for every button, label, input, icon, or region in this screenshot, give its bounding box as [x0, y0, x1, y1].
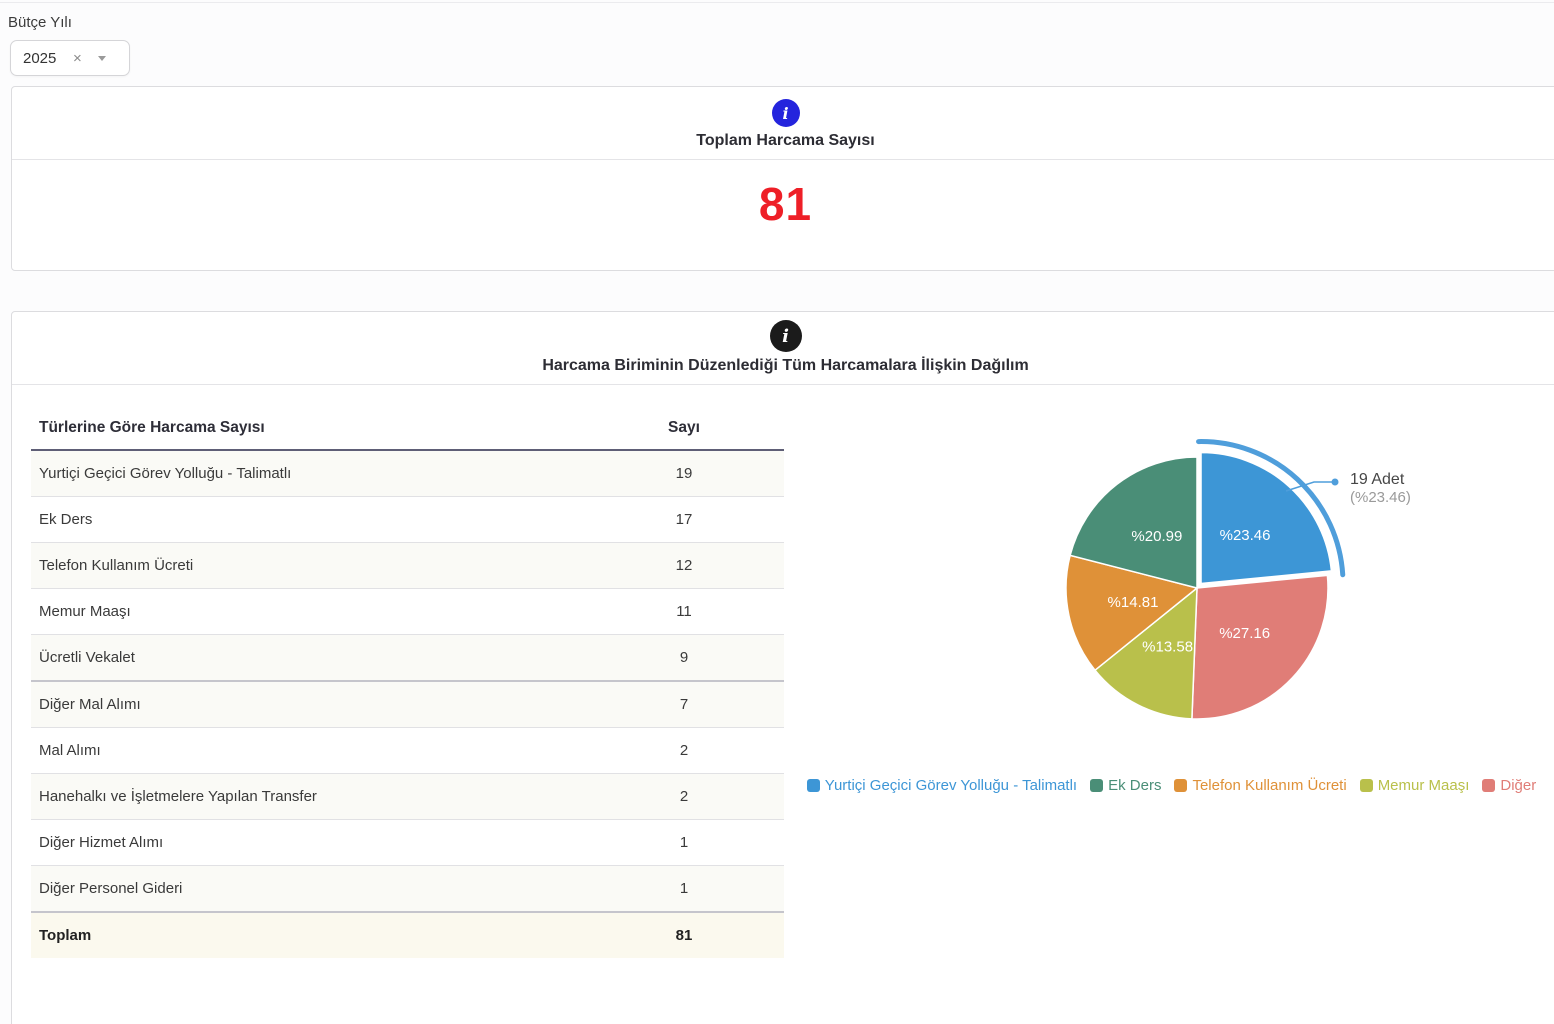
- row-label: Ek Ders: [39, 511, 93, 528]
- callout-dot-icon: [1331, 478, 1339, 486]
- distribution-card: i Harcama Biriminin Düzenlediği Tüm Harc…: [11, 311, 1554, 1024]
- legend-item[interactable]: Ek Ders: [1090, 777, 1161, 794]
- table-row: Yurtiçi Geçici Görev Yolluğu - Talimatlı…: [31, 450, 784, 497]
- row-value: 19: [675, 465, 693, 482]
- table-row: Ücretli Vekalet 9: [31, 634, 784, 681]
- legend-label: Memur Maaşı: [1377, 777, 1470, 794]
- chart-legend: Yurtiçi Geçici Görev Yolluğu - Talimatlı…: [784, 777, 1554, 794]
- summary-info-icon[interactable]: i: [771, 99, 800, 127]
- chevron-down-icon[interactable]: [97, 55, 106, 61]
- legend-swatch-icon: [1090, 779, 1104, 792]
- budget-year-label: Bütçe Yılı: [8, 14, 72, 31]
- budget-year-filter: Bütçe Yılı 2025 ×: [0, 3, 1554, 76]
- pie-slice-label: %20.99: [1131, 528, 1182, 545]
- legend-item[interactable]: Diğer: [1482, 777, 1536, 794]
- pie-slice-label: %14.81: [1108, 594, 1159, 611]
- total-label: Toplam: [31, 912, 584, 958]
- pie-slice-label: %13.58: [1142, 639, 1193, 656]
- row-label: Memur Maaşı: [39, 603, 131, 620]
- pie-chart: %23.46 %27.16 %13.58 %14.81 %20.99 19 Adet(%2…: [1065, 439, 1411, 720]
- table-row: Memur Maaşı 11: [31, 589, 784, 635]
- legend-swatch-icon: [1174, 779, 1188, 792]
- callout-line: [1285, 481, 1335, 492]
- legend-item[interactable]: Telefon Kullanım Ücreti: [1174, 777, 1347, 794]
- table-row: Diğer Hizmet Alımı 1: [31, 820, 784, 866]
- budget-year-select[interactable]: 2025 ×: [10, 40, 130, 76]
- legend-swatch-icon: [1482, 779, 1496, 792]
- row-value: 11: [676, 603, 692, 620]
- legend-label: Diğer: [1500, 777, 1537, 794]
- pie-slice-label: %23.46: [1220, 527, 1271, 544]
- distribution-info-icon[interactable]: i: [769, 320, 802, 352]
- row-label: Ücretli Vekalet: [39, 649, 135, 666]
- summary-card: i Toplam Harcama Sayısı 81: [11, 86, 1554, 271]
- distribution-card-title: Harcama Biriminin Düzenlediği Tüm Harcam…: [542, 357, 1029, 374]
- callout-percent: (%23.46): [1350, 489, 1411, 506]
- legend-swatch-icon: [1359, 779, 1373, 792]
- row-label: Diğer Personel Gideri: [39, 880, 183, 897]
- expense-type-table-wrap: Türlerine Göre Harcama Sayısı Sayı Yurti…: [12, 385, 784, 958]
- row-value: 9: [679, 649, 689, 666]
- row-value: 12: [675, 557, 693, 574]
- legend-label: Ek Ders: [1108, 777, 1162, 794]
- pie-highlight-arc: [1196, 439, 1346, 578]
- column-header-count: Sayı: [584, 409, 784, 451]
- row-value: 2: [679, 742, 689, 759]
- pie-slice[interactable]: [1093, 586, 1198, 720]
- table-row: Hanehalkı ve İşletmelere Yapılan Transfe…: [31, 773, 784, 820]
- distribution-card-body: Türlerine Göre Harcama Sayısı Sayı Yurti…: [12, 385, 1554, 958]
- expense-type-table: Türlerine Göre Harcama Sayısı Sayı Yurti…: [31, 409, 784, 958]
- page-top-divider: [0, 0, 1554, 3]
- callout-value: 19 Adet: [1350, 471, 1405, 488]
- row-label: Yurtiçi Geçici Görev Yolluğu - Talimatlı: [39, 465, 292, 482]
- table-row: Diğer Personel Gideri 1: [31, 865, 784, 912]
- summary-value: 81: [758, 178, 813, 230]
- table-total-row: Toplam 81: [31, 912, 784, 958]
- row-label: Diğer Mal Alımı: [39, 696, 141, 713]
- row-value: 1: [679, 834, 689, 851]
- row-label: Diğer Hizmet Alımı: [39, 834, 164, 851]
- legend-label: Telefon Kullanım Ücreti: [1192, 777, 1347, 794]
- legend-label: Yurtiçi Geçici Görev Yolluğu - Talimatlı: [824, 777, 1078, 794]
- table-row: Diğer Mal Alımı 7: [31, 681, 784, 728]
- table-header-row: Türlerine Göre Harcama Sayısı Sayı: [31, 409, 784, 451]
- row-value: 2: [679, 788, 689, 805]
- pie-slice-label: %27.16: [1219, 625, 1270, 642]
- clear-icon[interactable]: ×: [73, 49, 82, 67]
- table-row: Mal Alımı 2: [31, 728, 784, 774]
- pie-slice[interactable]: [1069, 456, 1198, 589]
- budget-year-value: 2025: [23, 49, 57, 67]
- table-row: Telefon Kullanım Ücreti 12: [31, 542, 784, 589]
- legend-swatch-icon: [806, 779, 820, 792]
- pie-slice[interactable]: [1065, 554, 1199, 672]
- pie-slice[interactable]: [1200, 451, 1333, 585]
- column-header-type: Türlerine Göre Harcama Sayısı: [31, 409, 584, 451]
- total-value: 81: [584, 912, 784, 958]
- summary-card-header: i Toplam Harcama Sayısı: [12, 87, 1554, 160]
- legend-item[interactable]: Memur Maaşı: [1359, 777, 1470, 794]
- pie-slice[interactable]: [1191, 574, 1329, 720]
- legend-item[interactable]: Yurtiçi Geçici Görev Yolluğu - Talimatlı: [806, 777, 1078, 794]
- pie-chart-panel: %23.46 %27.16 %13.58 %14.81 %20.99 19 Adet (%2…: [784, 385, 1554, 794]
- row-value: 1: [679, 880, 689, 897]
- row-value: 17: [675, 511, 693, 528]
- row-label: Hanehalkı ve İşletmelere Yapılan Transfe…: [39, 788, 317, 805]
- table-row: Ek Ders 17: [31, 497, 784, 543]
- summary-card-title: Toplam Harcama Sayısı: [696, 132, 875, 149]
- row-label: Mal Alımı: [39, 742, 101, 759]
- summary-card-body: 81: [12, 160, 1554, 231]
- distribution-card-header: i Harcama Biriminin Düzenlediği Tüm Harc…: [12, 312, 1554, 385]
- row-label: Telefon Kullanım Ücreti: [39, 557, 194, 574]
- row-value: 7: [679, 696, 689, 713]
